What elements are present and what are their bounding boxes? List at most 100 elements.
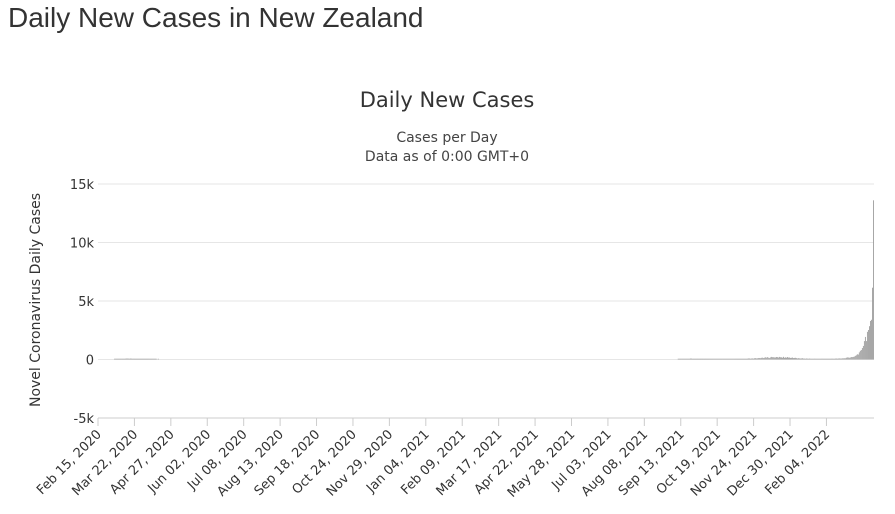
bar [792,357,794,360]
bar [131,358,133,360]
bar [694,358,696,360]
bar [715,358,717,360]
page-title: Daily New Cases in New Zealand [8,2,424,33]
bar [719,358,721,360]
bar [821,358,823,360]
bar [765,357,767,360]
bar [852,356,854,360]
bar [859,350,861,360]
bar [133,358,135,360]
bar [776,357,778,360]
bar [764,357,766,360]
bar [803,358,805,360]
bar [873,200,874,360]
bar [149,358,151,360]
bar [813,358,815,360]
bar [754,358,756,360]
bar [702,358,703,360]
bar [853,356,855,360]
bar [127,358,129,360]
bar [823,358,825,360]
bar [125,358,127,360]
bar [808,358,810,360]
bar [147,358,149,360]
bar [790,357,791,360]
y-tick-label: 0 [86,354,94,369]
bar [728,358,730,360]
bar [763,357,765,360]
bar [679,358,681,360]
bar [806,358,808,360]
bar [779,357,781,360]
bar [708,358,710,360]
bar [143,358,145,360]
x-tick-label: Jun 02, 2020 [145,427,215,497]
bar [794,357,796,360]
bar [723,358,725,360]
chart-title: Daily New Cases [360,88,535,112]
bar [155,358,157,360]
bar [784,357,785,360]
bar [123,358,125,360]
bar [157,358,159,360]
bar [819,358,821,360]
bar [713,358,715,360]
bar [685,358,687,360]
bar [777,357,779,360]
bar [796,358,798,360]
x-tick-label: Feb 04, 2022 [762,427,833,498]
bar [721,358,723,360]
bar [841,358,843,360]
bar [867,329,869,360]
bar [742,358,744,360]
bar [124,358,126,360]
bar [759,358,761,360]
bar [701,358,702,360]
bar [697,358,698,360]
bar [799,358,801,360]
bar [851,357,853,360]
bar [755,358,757,360]
bar [726,358,728,360]
bar [762,358,764,360]
bar [729,358,731,360]
bar [772,357,774,360]
gridlines [98,183,874,360]
y-axis-label: Novel Coronavirus Daily Cases [28,193,44,407]
bar [810,358,812,360]
bar [750,358,752,360]
bar [118,358,120,360]
bar [797,358,799,360]
bar [730,358,732,360]
bar [791,357,792,360]
bar [843,358,845,360]
bar [751,358,753,360]
bar [677,358,679,360]
bar [785,357,786,360]
bar [824,358,826,360]
bar [740,358,742,360]
bar [748,358,750,360]
bar [780,357,782,360]
bar [775,356,777,360]
bar [781,357,783,360]
bar [714,358,716,360]
bar [760,357,762,360]
bar-series [114,200,874,360]
bar [769,357,771,360]
bar [682,358,684,360]
bar [681,358,683,360]
bar [731,358,733,360]
bar [768,358,770,360]
bar [738,358,740,360]
bar [767,357,769,360]
bar [814,358,816,360]
bar [756,358,758,360]
bar [699,358,700,360]
bar [695,358,697,360]
bar [774,357,776,360]
bar [137,358,139,360]
bar [766,357,768,360]
bar [846,357,848,360]
